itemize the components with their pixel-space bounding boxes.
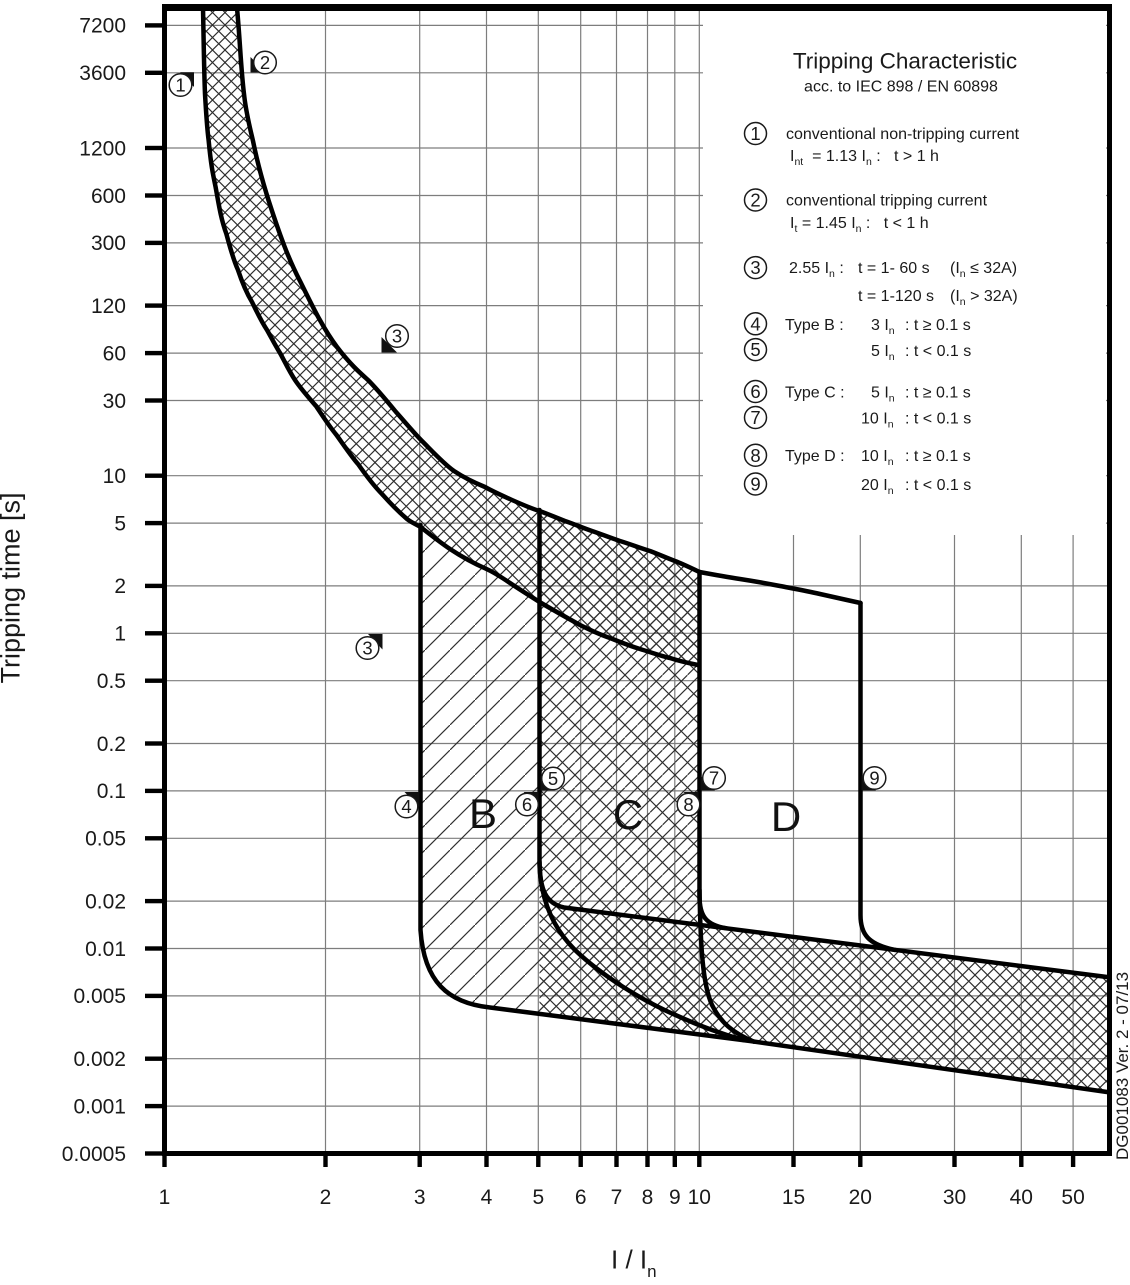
svg-text:8: 8 <box>642 1186 654 1209</box>
svg-text:acc. to IEC 898 / EN 60898: acc. to IEC 898 / EN 60898 <box>804 79 998 96</box>
svg-text:9: 9 <box>669 1186 681 1209</box>
svg-text:conventional tripping current: conventional tripping current <box>786 193 988 210</box>
svg-text:7200: 7200 <box>79 15 126 38</box>
svg-text:Type C :: Type C : <box>785 385 845 402</box>
svg-text:1: 1 <box>175 75 185 96</box>
svg-text:15: 15 <box>782 1186 805 1209</box>
svg-text:30: 30 <box>103 390 126 413</box>
svg-text:3: 3 <box>750 257 760 278</box>
svg-text:(In > 32A): (In > 32A) <box>950 288 1018 308</box>
svg-text:B: B <box>469 790 497 837</box>
svg-text:0.01: 0.01 <box>85 938 126 961</box>
svg-text:10 In: 10 In <box>861 411 894 431</box>
svg-text:60: 60 <box>103 342 126 365</box>
svg-text:: t < 0.1 s: : t < 0.1 s <box>905 411 971 428</box>
svg-text:t = 1- 60 s: t = 1- 60 s <box>858 260 930 277</box>
svg-text:: t ≥ 0.1 s: : t ≥ 0.1 s <box>905 385 971 402</box>
svg-text:conventional non-tripping curr: conventional non-tripping current <box>786 126 1020 143</box>
svg-text:4: 4 <box>750 313 760 334</box>
svg-text:600: 600 <box>91 185 126 208</box>
svg-text:Type B :: Type B : <box>785 317 844 334</box>
svg-text:2: 2 <box>114 575 126 598</box>
svg-text:10: 10 <box>688 1186 711 1209</box>
svg-text:Tripping Characteristic: Tripping Characteristic <box>793 49 1017 74</box>
svg-text:5: 5 <box>532 1186 544 1209</box>
svg-text:8: 8 <box>750 445 760 466</box>
svg-text:: t ≥ 0.1 s: : t ≥ 0.1 s <box>905 317 971 334</box>
svg-text:0.2: 0.2 <box>97 733 126 756</box>
svg-text:4: 4 <box>401 796 411 817</box>
svg-text:It = 1.45 In : t < 1 h: It = 1.45 In : t < 1 h <box>790 215 929 235</box>
svg-text:7: 7 <box>611 1186 623 1209</box>
svg-text:10 In: 10 In <box>861 448 894 468</box>
svg-text:0.05: 0.05 <box>85 828 126 851</box>
svg-text:0.001: 0.001 <box>73 1095 126 1118</box>
svg-text:9: 9 <box>750 474 760 495</box>
svg-text:6: 6 <box>750 381 760 402</box>
svg-text:0.002: 0.002 <box>73 1048 126 1071</box>
svg-text:0.1: 0.1 <box>97 780 126 803</box>
svg-text:Int = 1.13 In : t > 1 h: Int = 1.13 In : t > 1 h <box>790 148 939 168</box>
svg-text:40: 40 <box>1010 1186 1033 1209</box>
svg-text:0.0005: 0.0005 <box>62 1143 126 1166</box>
svg-text:5: 5 <box>114 512 126 535</box>
svg-text:0.5: 0.5 <box>97 670 126 693</box>
svg-text:3: 3 <box>362 638 372 659</box>
svg-text:t = 1-120 s: t = 1-120 s <box>858 288 934 305</box>
svg-text:1: 1 <box>114 623 126 646</box>
svg-text:10: 10 <box>103 465 126 488</box>
svg-text:20: 20 <box>849 1186 872 1209</box>
svg-text:3600: 3600 <box>79 62 126 85</box>
svg-text:7: 7 <box>709 768 719 789</box>
svg-text:300: 300 <box>91 232 126 255</box>
svg-text:0.02: 0.02 <box>85 890 126 913</box>
svg-text:2: 2 <box>260 52 270 73</box>
svg-text:(In ≤ 32A): (In ≤ 32A) <box>950 260 1017 280</box>
svg-text:C: C <box>613 791 643 838</box>
svg-text:50: 50 <box>1061 1186 1084 1209</box>
svg-text:2: 2 <box>750 190 760 211</box>
svg-text:2: 2 <box>320 1186 332 1209</box>
svg-text:: t < 0.1 s: : t < 0.1 s <box>905 343 971 360</box>
svg-text:20 In: 20 In <box>861 477 894 497</box>
svg-text:: t < 0.1 s: : t < 0.1 s <box>905 477 971 494</box>
svg-text:5: 5 <box>548 768 558 789</box>
svg-text:Tripping time [s]: Tripping time [s] <box>0 492 26 683</box>
svg-text:0.005: 0.005 <box>73 985 126 1008</box>
svg-text:120: 120 <box>91 295 126 318</box>
svg-text:30: 30 <box>943 1186 966 1209</box>
svg-text:1200: 1200 <box>79 137 126 160</box>
svg-text:3: 3 <box>392 326 402 347</box>
svg-text:6: 6 <box>522 794 532 815</box>
svg-text:Type D :: Type D : <box>785 448 845 465</box>
svg-text:D: D <box>771 793 801 840</box>
svg-text:4: 4 <box>481 1186 493 1209</box>
svg-text:1: 1 <box>159 1186 171 1209</box>
svg-text:DG001083 Ver. 2 - 07/13: DG001083 Ver. 2 - 07/13 <box>1113 972 1130 1160</box>
svg-text:: t ≥ 0.1 s: : t ≥ 0.1 s <box>905 448 971 465</box>
svg-text:6: 6 <box>575 1186 587 1209</box>
svg-text:1: 1 <box>750 123 760 144</box>
svg-text:8: 8 <box>683 794 693 815</box>
svg-text:9: 9 <box>869 768 879 789</box>
svg-text:3: 3 <box>414 1186 426 1209</box>
svg-text:5: 5 <box>750 339 760 360</box>
svg-text:7: 7 <box>750 407 760 428</box>
